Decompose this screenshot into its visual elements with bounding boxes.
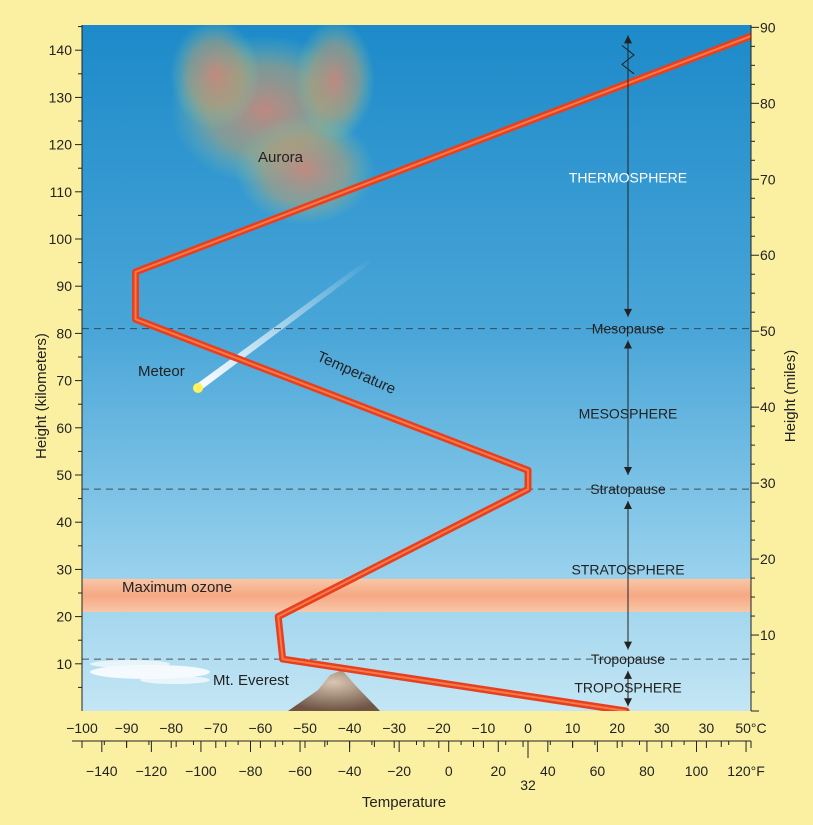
mt-everest-illustration xyxy=(288,670,380,711)
km-tick-label: 10 xyxy=(56,656,72,672)
arrow-head xyxy=(624,698,632,707)
celsius-tick-label: 50°C xyxy=(735,720,766,736)
fahrenheit-tick-label: −20 xyxy=(387,763,411,779)
fahrenheit-tick-label: −140 xyxy=(86,763,118,779)
celsius-tick-label: −70 xyxy=(204,720,228,736)
mile-tick-label: 10 xyxy=(760,627,776,643)
aurora-illustration xyxy=(170,25,375,225)
km-tick-label: 30 xyxy=(56,561,72,577)
fahrenheit-tick-label: −80 xyxy=(239,763,263,779)
mile-tick-label: 40 xyxy=(760,399,776,415)
fahrenheit-tick-label: −100 xyxy=(185,763,217,779)
layer-arrows xyxy=(621,35,635,707)
boundary-label-mesopause: Mesopause xyxy=(592,321,665,337)
fahrenheit-32-label: 32 xyxy=(520,777,536,793)
celsius-tick-label: 0 xyxy=(524,720,532,736)
boundary-label-tropopause: Tropopause xyxy=(591,651,665,667)
celsius-tick-label: −30 xyxy=(382,720,406,736)
arrow-head xyxy=(624,467,632,475)
celsius-tick-label: −40 xyxy=(338,720,362,736)
fahrenheit-tick-label: 0 xyxy=(445,763,453,779)
y-axis-left-title: Height (kilometers) xyxy=(33,333,50,459)
celsius-tick-label: −10 xyxy=(472,720,496,736)
arrow-head xyxy=(624,670,632,679)
cloud-illustration xyxy=(90,660,210,684)
celsius-tick-label: 30 xyxy=(699,720,715,736)
fahrenheit-tick-label: 80 xyxy=(639,763,655,779)
km-tick-label: 110 xyxy=(50,184,73,200)
celsius-tick-label: 10 xyxy=(565,720,581,736)
arrow-head xyxy=(624,35,632,44)
fahrenheit-tick-label: −120 xyxy=(136,763,168,779)
maximum-ozone-band xyxy=(82,578,751,612)
km-tick-label: 120 xyxy=(49,137,73,153)
arrow-head xyxy=(624,641,632,650)
arrow-head xyxy=(624,500,632,509)
fahrenheit-tick-label: −60 xyxy=(288,763,312,779)
celsius-tick-label: 30 xyxy=(654,720,670,736)
celsius-tick-label: −80 xyxy=(159,720,183,736)
layer-label-stratosphere: STRATOSPHERE xyxy=(571,561,684,577)
mile-tick-label: 20 xyxy=(760,551,776,567)
celsius-tick-label: −100 xyxy=(66,720,98,736)
mile-tick-label: 90 xyxy=(760,19,776,35)
boundary-label-stratopause: Stratopause xyxy=(590,481,666,497)
y-axis-right-title: Height (miles) xyxy=(782,350,799,443)
aurora-label: Aurora xyxy=(258,149,304,166)
km-tick-label: 90 xyxy=(56,278,72,294)
km-tick-label: 40 xyxy=(56,514,72,530)
celsius-tick-label: 20 xyxy=(609,720,625,736)
celsius-tick-label: −50 xyxy=(293,720,317,736)
celsius-tick-label: −60 xyxy=(249,720,273,736)
mile-tick-label: 30 xyxy=(760,475,776,491)
fahrenheit-tick-label: 100 xyxy=(685,763,709,779)
layer-label-troposphere: TROPOSPHERE xyxy=(574,679,681,695)
fahrenheit-tick-label: −40 xyxy=(338,763,362,779)
arrow-head xyxy=(624,308,632,317)
meteor-label: Meteor xyxy=(138,363,185,380)
km-tick-label: 80 xyxy=(56,325,72,341)
temperature-curve-highlight xyxy=(134,35,751,711)
everest-label: Mt. Everest xyxy=(213,672,290,689)
fahrenheit-tick-label: 120°F xyxy=(727,763,765,779)
km-tick-label: 20 xyxy=(56,609,72,625)
km-tick-label: 50 xyxy=(56,467,72,483)
axis-break xyxy=(621,45,635,75)
arrow-head xyxy=(624,340,632,349)
km-tick-label: 140 xyxy=(49,42,73,58)
x-axis-title: Temperature xyxy=(362,794,446,811)
layer-label-thermosphere: THERMOSPHERE xyxy=(569,170,687,186)
layer-label-mesosphere: MESOSPHERE xyxy=(579,406,678,422)
celsius-tick-label: −90 xyxy=(115,720,139,736)
km-tick-label: 100 xyxy=(49,231,73,247)
mile-tick-label: 80 xyxy=(760,95,776,111)
fahrenheit-tick-label: 60 xyxy=(590,763,606,779)
mile-tick-label: 60 xyxy=(760,247,776,263)
km-tick-label: 130 xyxy=(49,89,73,105)
fahrenheit-tick-label: 40 xyxy=(540,763,556,779)
ozone-label: Maximum ozone xyxy=(122,579,232,596)
celsius-tick-label: −20 xyxy=(427,720,451,736)
fahrenheit-tick-label: 20 xyxy=(490,763,506,779)
mile-tick-label: 70 xyxy=(760,171,776,187)
km-tick-label: 70 xyxy=(56,373,72,389)
mile-tick-label: 50 xyxy=(760,323,776,339)
km-tick-label: 60 xyxy=(56,420,72,436)
